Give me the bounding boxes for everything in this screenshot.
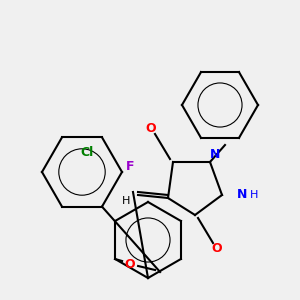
Text: H: H	[250, 190, 258, 200]
Text: N: N	[237, 188, 247, 202]
Text: Cl: Cl	[80, 146, 94, 159]
Text: O: O	[146, 122, 156, 134]
Text: O: O	[125, 257, 135, 271]
Text: O: O	[212, 242, 222, 256]
Text: N: N	[210, 148, 220, 160]
Text: H: H	[122, 196, 130, 206]
Text: F: F	[126, 160, 134, 173]
